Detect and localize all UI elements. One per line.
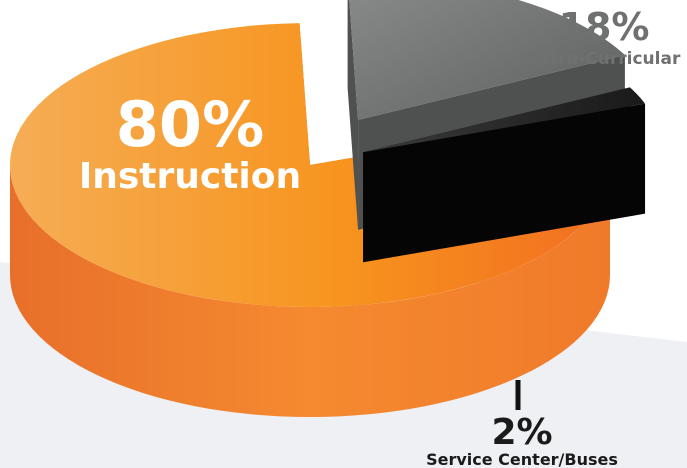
extra-curricular-label: 18% Extra-Curricular — [528, 5, 681, 69]
instruction-label: 80% Instruction — [79, 88, 301, 197]
extra-curricular-percent: 18% — [559, 5, 650, 49]
service-center-category-label: Service Center/Buses — [426, 450, 618, 468]
extra-curricular-category-label: Extra-Curricular — [528, 49, 681, 69]
slice-layer — [9, 0, 646, 417]
service-center-label: 2% Service Center/Buses — [426, 412, 618, 468]
service-center-top-face — [363, 87, 646, 153]
instruction-outer-wall — [10, 165, 610, 417]
service-center-slice — [363, 87, 646, 263]
extra-curricular-top-face — [349, 0, 625, 120]
instruction-category-label: Instruction — [79, 156, 301, 197]
service-center-percent: 2% — [491, 412, 552, 453]
service-center-cut-face-2 — [363, 103, 646, 263]
instruction-percent: 80% — [116, 88, 264, 161]
extra-curricular-cut-face-1 — [347, 0, 359, 230]
